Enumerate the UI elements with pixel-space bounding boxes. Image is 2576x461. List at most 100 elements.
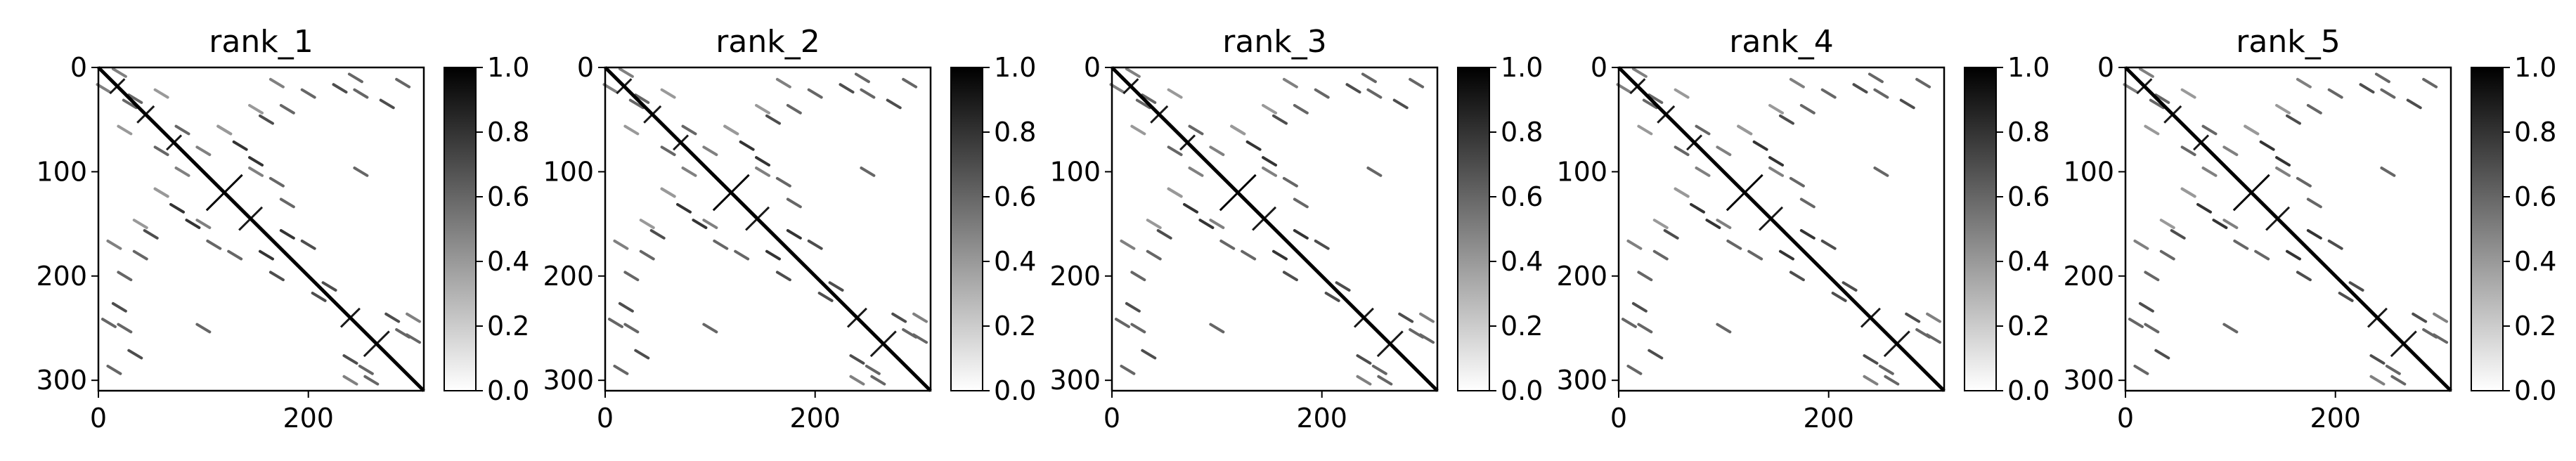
contact-point xyxy=(2254,249,2270,261)
colorbar-tick-label: 0.0 xyxy=(994,375,1036,406)
contact-point xyxy=(807,88,823,99)
contact-point xyxy=(1915,327,1931,339)
contact-point xyxy=(1209,145,1225,157)
contact-point xyxy=(2133,364,2149,375)
contact-point xyxy=(613,364,629,375)
contact-point xyxy=(395,327,411,339)
colorbar-tick-label: 0.4 xyxy=(994,246,1036,277)
contact-point xyxy=(2212,219,2228,229)
contact-point xyxy=(1690,202,1706,214)
main-diagonal xyxy=(1111,66,1439,392)
contact-point-mirror xyxy=(1188,166,1204,177)
contact-point-mirror xyxy=(786,103,802,115)
contact-point-mirror xyxy=(660,145,676,157)
colorbar-tick-label: 1.0 xyxy=(2514,52,2556,83)
contact-point xyxy=(2170,229,2186,240)
contact-point xyxy=(1663,229,1679,240)
colorbar-tick-label: 1.0 xyxy=(994,52,1036,83)
contact-point-mirror xyxy=(1167,145,1183,157)
contact-point-mirror xyxy=(1409,77,1425,89)
contact-point xyxy=(127,349,143,360)
x-tick-label: 200 xyxy=(1803,403,1854,434)
contact-point xyxy=(1293,229,1309,240)
contact-point xyxy=(1768,166,1785,177)
contact-point xyxy=(111,67,127,78)
contact-point-mirror xyxy=(2144,124,2160,136)
contact-point-mirror xyxy=(2201,166,2218,177)
contact-point-mirror xyxy=(2306,103,2322,115)
contact-point-mirror xyxy=(1371,364,1387,375)
contact-point-mirror xyxy=(1271,249,1288,261)
contact-point-mirror xyxy=(1356,375,1372,386)
contact-point-mirror xyxy=(1768,156,1785,167)
colorbar-tick-label: 0.6 xyxy=(487,181,529,212)
y-tick-label: 300 xyxy=(543,365,594,396)
contact-point xyxy=(1141,93,1157,104)
contact-point xyxy=(2275,166,2291,177)
contact-point-mirror xyxy=(2144,271,2160,282)
contact-point xyxy=(734,249,750,261)
y-tick-label: 200 xyxy=(1556,261,1607,292)
contact-point-mirror xyxy=(258,114,274,125)
contact-point-mirror xyxy=(613,239,629,250)
contact-point xyxy=(1335,281,1351,292)
contact-point xyxy=(1345,83,1361,94)
contact-point-mirror xyxy=(2380,166,2396,177)
y-tick-label: 100 xyxy=(36,156,87,187)
contact-point-mirror xyxy=(1899,98,1915,110)
contact-point-mirror xyxy=(1366,166,1383,177)
contact-point-mirror xyxy=(775,271,791,282)
contact-point-mirror xyxy=(384,312,401,323)
contact-point-mirror xyxy=(765,249,781,261)
contact-point-mirror xyxy=(1293,103,1309,115)
chart-title: rank_4 xyxy=(1729,24,1833,60)
y-tick-label: 200 xyxy=(36,261,87,292)
contact-point xyxy=(1648,349,1664,360)
contact-point xyxy=(1820,239,1837,250)
contact-point xyxy=(2369,354,2386,365)
y-tick-label: 0 xyxy=(1591,52,1607,83)
contact-point xyxy=(2327,239,2343,250)
contact-point-mirror xyxy=(1324,292,1340,302)
contact-point-mirror xyxy=(1621,318,1637,328)
contact-point xyxy=(1409,327,1425,339)
contact-point-mirror xyxy=(2138,301,2154,313)
contact-point-mirror xyxy=(2159,219,2175,229)
contact-point xyxy=(1361,72,1377,84)
x-tick-label: 0 xyxy=(90,403,107,434)
contact-point xyxy=(1125,67,1141,78)
contact-point xyxy=(1262,103,1278,115)
contact-point-mirror xyxy=(2180,187,2196,198)
contact-point xyxy=(106,364,122,375)
contact-point xyxy=(1209,323,1225,334)
contact-point-mirror xyxy=(101,318,117,328)
contact-point xyxy=(1230,124,1246,136)
main-diagonal xyxy=(97,66,425,392)
contact-point-mirror xyxy=(2259,140,2275,151)
contact-point xyxy=(1737,124,1753,136)
contact-point-mirror xyxy=(1831,292,1847,302)
colorbar-tick-label: 0.0 xyxy=(2514,375,2556,406)
contact-point xyxy=(870,375,886,386)
contact-point xyxy=(1183,202,1199,214)
contact-point xyxy=(1842,281,1858,292)
contact-point-mirror xyxy=(1130,124,1146,136)
contact-point-mirror xyxy=(1366,88,1383,99)
colorbar-tick-label: 0.2 xyxy=(2514,311,2556,342)
contact-point xyxy=(660,88,676,99)
contact-point-mirror xyxy=(618,301,634,313)
contact-point xyxy=(2433,312,2449,323)
contact-point xyxy=(1314,88,1330,99)
contact-point xyxy=(634,93,650,104)
colorbar-tick-label: 0.8 xyxy=(2514,117,2556,148)
colorbar-tick-label: 0.6 xyxy=(1501,181,1543,212)
colorbar-tick-label: 0.0 xyxy=(1501,375,1543,406)
contact-point-mirror xyxy=(1616,83,1632,94)
x-tick-label: 200 xyxy=(2310,403,2361,434)
contact-point xyxy=(169,202,186,214)
contact-point xyxy=(1188,124,1204,136)
contact-point xyxy=(2222,323,2239,334)
